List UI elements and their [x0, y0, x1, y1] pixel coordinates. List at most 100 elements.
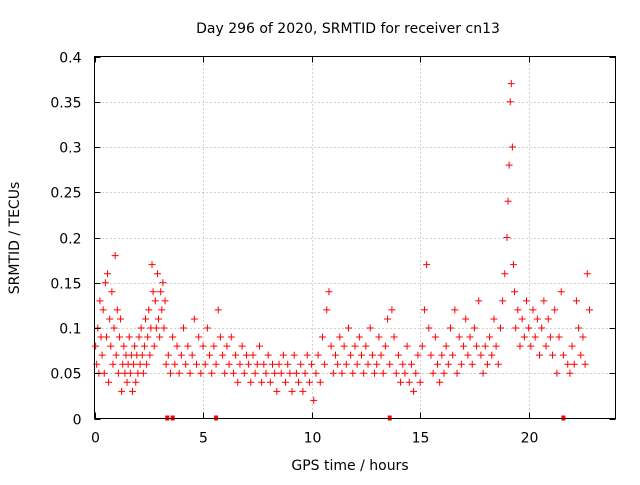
- data-point: [197, 369, 205, 377]
- data-point: [105, 378, 113, 386]
- data-point: [429, 369, 437, 377]
- data-point: [236, 360, 244, 368]
- axis-ticks: [94, 56, 616, 420]
- y-tick-label: 0.05: [50, 367, 81, 383]
- data-point: [146, 351, 154, 359]
- data-point: [504, 197, 512, 205]
- data-point: [473, 342, 481, 350]
- data-point: [331, 351, 339, 359]
- y-tick-label: 0.1: [59, 322, 81, 338]
- data-point: [232, 351, 240, 359]
- data-point: [407, 360, 415, 368]
- data-point: [288, 387, 296, 395]
- data-point: [553, 369, 561, 377]
- data-point: [96, 297, 104, 305]
- x-tick-label: 20: [521, 431, 539, 447]
- data-point: [496, 324, 504, 332]
- data-point: [557, 288, 565, 296]
- data-point: [99, 306, 107, 314]
- data-point: [139, 369, 147, 377]
- data-point: [151, 297, 159, 305]
- data-point: [506, 98, 514, 106]
- data-point: [327, 342, 335, 350]
- data-point: [555, 333, 563, 341]
- data-point: [150, 342, 158, 350]
- data-point: [161, 297, 169, 305]
- data-point: [479, 369, 487, 377]
- data-point: [251, 369, 259, 377]
- data-point: [253, 360, 261, 368]
- data-point: [501, 270, 509, 278]
- data-point: [371, 369, 379, 377]
- data-point: [201, 360, 209, 368]
- data-point: [229, 369, 237, 377]
- data-point: [522, 297, 530, 305]
- data-point: [128, 387, 136, 395]
- data-point: [195, 333, 203, 341]
- data-point: [566, 369, 574, 377]
- data-point: [362, 342, 370, 350]
- data-point: [171, 360, 179, 368]
- y-axis-label: SRMTID / TECUs: [7, 182, 23, 295]
- data-point: [536, 351, 544, 359]
- data-point: [126, 369, 134, 377]
- data-point: [544, 315, 552, 323]
- data-point: [440, 369, 448, 377]
- data-point: [238, 342, 246, 350]
- data-point: [260, 360, 268, 368]
- data-point: [453, 369, 461, 377]
- x-tick-labels: 0 5 10 15 20: [91, 431, 538, 447]
- data-point: [468, 360, 476, 368]
- data-point: [145, 306, 153, 314]
- data-point: [492, 342, 500, 350]
- data-point: [494, 360, 502, 368]
- data-point: [570, 360, 578, 368]
- data-point: [427, 351, 435, 359]
- data-point: [503, 234, 511, 241]
- data-point: [152, 324, 160, 332]
- data-point: [266, 378, 274, 386]
- data-point: [249, 351, 257, 359]
- data-point: [136, 360, 144, 368]
- data-point: [188, 351, 196, 359]
- data-point: [549, 351, 557, 359]
- x-tick-label: 10: [304, 431, 322, 447]
- data-point: [583, 270, 591, 278]
- data-point: [568, 342, 576, 350]
- data-point: [310, 396, 318, 404]
- data-point: [177, 351, 185, 359]
- data-point: [258, 378, 266, 386]
- data-point: [323, 306, 331, 314]
- data-point: [481, 342, 489, 350]
- data-point: [180, 324, 188, 332]
- data-point: [316, 378, 324, 386]
- data-point: [100, 369, 108, 377]
- data-point: [431, 333, 439, 341]
- data-point: [572, 297, 580, 305]
- data-point: [212, 360, 220, 368]
- data-point: [275, 360, 283, 368]
- data-point: [106, 315, 114, 323]
- data-point: [208, 369, 216, 377]
- data-point: [210, 342, 218, 350]
- data-point: [104, 270, 112, 278]
- data-point: [318, 333, 326, 341]
- data-point: [206, 351, 214, 359]
- data-point: [349, 369, 357, 377]
- data-point: [303, 351, 311, 359]
- data-point: [325, 288, 333, 296]
- data-point: [397, 378, 405, 386]
- x-tick-label: 5: [199, 431, 208, 447]
- y-tick-label: 0.2: [59, 232, 81, 248]
- data-points: [92, 80, 593, 421]
- data-point: [444, 360, 452, 368]
- data-point: [514, 306, 522, 314]
- data-point: [159, 279, 167, 287]
- data-point: [416, 378, 424, 386]
- data-point: [314, 351, 322, 359]
- data-point: [186, 369, 194, 377]
- y-tick-label: 0.15: [50, 277, 81, 293]
- data-point: [137, 324, 145, 332]
- data-point: [112, 351, 120, 359]
- data-point: [109, 360, 117, 368]
